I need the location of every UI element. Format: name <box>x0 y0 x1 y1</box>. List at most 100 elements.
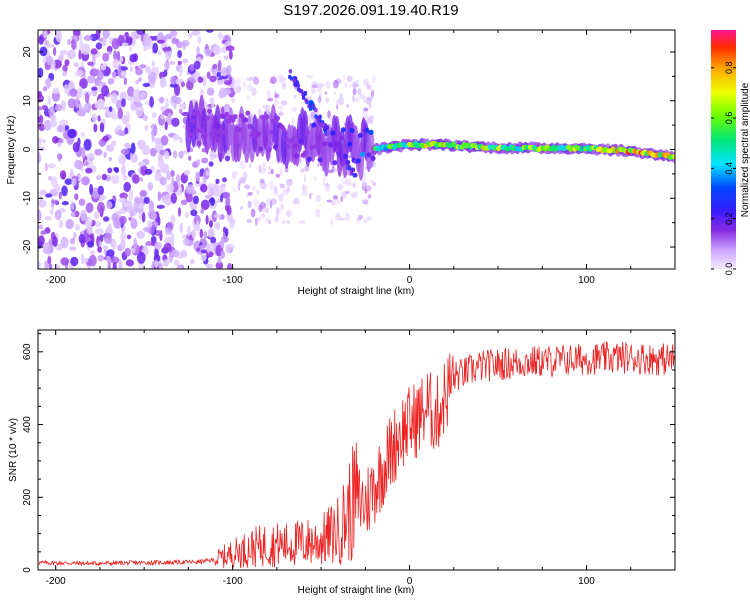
noise-speckle <box>99 234 104 243</box>
noise-speckle <box>99 196 104 202</box>
noise-speckle <box>177 50 183 59</box>
noise-speckle <box>185 212 189 219</box>
noise-speckle <box>75 97 80 109</box>
noise-speckle <box>69 246 77 251</box>
noise-speckle <box>59 49 69 56</box>
noise-speckle <box>38 209 42 222</box>
noise-speckle <box>102 106 109 111</box>
snr-panel: -200 -100 0 100 0 200 400 600 Height of straigh… <box>8 329 676 596</box>
noise-speckle <box>201 147 206 153</box>
noise-speckle <box>315 194 321 203</box>
y-tick-label: 400 <box>22 416 33 433</box>
noise-speckle <box>279 168 283 177</box>
noise-speckle <box>275 173 280 178</box>
noise-speckle <box>50 114 57 122</box>
noise-speckle <box>52 236 58 247</box>
ridge-blob <box>264 114 270 120</box>
noise-speckle <box>159 76 167 88</box>
ridge-blob <box>357 132 363 138</box>
streak-blob <box>289 76 294 81</box>
ridge-blob <box>298 138 304 144</box>
noise-speckle <box>47 256 52 265</box>
noise-speckle <box>74 159 84 170</box>
noise-speckle <box>163 242 172 252</box>
noise-speckle <box>331 163 335 172</box>
noise-speckle <box>286 220 291 224</box>
noise-speckle <box>274 99 279 106</box>
noise-speckle <box>87 75 96 84</box>
noise-speckle <box>136 252 146 264</box>
ridge-blob <box>306 156 312 162</box>
x-tick-label: -200 <box>46 275 66 286</box>
noise-speckle <box>142 114 148 122</box>
noise-speckle <box>338 97 341 106</box>
noise-speckle <box>70 256 79 267</box>
noise-speckle <box>130 103 137 111</box>
noise-speckle <box>251 87 257 97</box>
chart-title: S197.2026.091.19.40.R19 <box>283 2 458 19</box>
noise-speckle <box>87 240 94 248</box>
noise-speckle <box>99 122 105 133</box>
noise-speckle <box>214 222 221 230</box>
noise-speckle <box>102 245 109 250</box>
noise-speckle <box>233 85 240 93</box>
noise-speckle <box>60 236 69 249</box>
noise-speckle <box>107 51 112 56</box>
noise-speckle <box>102 135 110 142</box>
noise-speckle <box>38 146 46 152</box>
noise-speckle <box>209 220 213 228</box>
ridge-blob <box>213 135 219 141</box>
noise-speckle <box>325 80 331 90</box>
ridge-blob <box>273 144 278 150</box>
noise-speckle <box>152 112 157 119</box>
noise-speckle <box>124 142 131 149</box>
noise-speckle <box>354 191 358 195</box>
noise-speckle <box>121 164 126 177</box>
noise-speckle <box>358 93 364 99</box>
ridge-blob <box>349 127 355 133</box>
noise-speckle <box>139 140 147 149</box>
snr-axes: -200 -100 0 100 0 200 400 600 <box>22 330 676 587</box>
noise-speckle <box>122 175 128 180</box>
streak-blob <box>323 128 328 134</box>
noise-speckle <box>178 265 183 269</box>
noise-speckle <box>69 88 78 97</box>
noise-speckle <box>372 182 377 186</box>
noise-speckle <box>39 195 43 204</box>
noise-speckle <box>159 176 167 186</box>
noise-speckle <box>231 98 236 103</box>
noise-speckle <box>135 102 143 108</box>
noise-speckle <box>74 69 84 77</box>
noise-speckle <box>200 208 205 214</box>
noise-speckle <box>107 78 115 85</box>
streak-blob <box>296 83 301 88</box>
streak-blob <box>298 88 303 93</box>
noise-speckle <box>164 60 170 70</box>
ridge-blob <box>194 127 200 133</box>
noise-speckle <box>170 192 177 204</box>
noise-speckle <box>94 148 103 156</box>
noise-speckle <box>311 84 318 89</box>
noise-speckle <box>71 177 77 187</box>
noise-speckle <box>132 174 140 184</box>
ridge-blob <box>328 142 334 148</box>
noise-speckle <box>263 208 267 213</box>
noise-speckle <box>191 229 197 238</box>
noise-speckle <box>107 261 111 269</box>
noise-speckle <box>162 47 171 52</box>
noise-speckle <box>64 59 70 67</box>
noise-speckle <box>103 151 107 158</box>
ridge-blob <box>343 153 348 159</box>
noise-speckle <box>93 211 100 220</box>
noise-speckle <box>204 48 212 57</box>
noise-speckle <box>200 254 207 262</box>
ridge-blob <box>336 130 342 137</box>
noise-speckle <box>215 178 220 185</box>
noise-speckle <box>224 155 231 162</box>
noise-speckle <box>265 217 270 224</box>
noise-speckle <box>40 230 47 235</box>
noise-speckle <box>62 64 68 72</box>
noise-speckle <box>195 171 201 182</box>
noise-speckle <box>205 263 213 269</box>
noise-speckle <box>365 184 370 191</box>
